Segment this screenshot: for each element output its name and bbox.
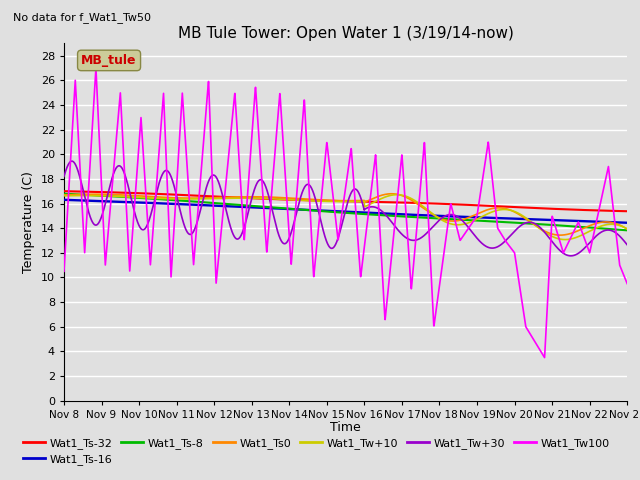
- Text: No data for f_Wat1_Tw50: No data for f_Wat1_Tw50: [13, 12, 151, 23]
- X-axis label: Time: Time: [330, 421, 361, 434]
- Legend: Wat1_Ts-32, Wat1_Ts-16, Wat1_Ts-8, Wat1_Ts0, Wat1_Tw+10, Wat1_Tw+30, Wat1_Tw100: Wat1_Ts-32, Wat1_Ts-16, Wat1_Ts-8, Wat1_…: [19, 433, 614, 469]
- Text: MB_tule: MB_tule: [81, 54, 137, 67]
- Title: MB Tule Tower: Open Water 1 (3/19/14-now): MB Tule Tower: Open Water 1 (3/19/14-now…: [178, 25, 513, 41]
- Y-axis label: Temperature (C): Temperature (C): [22, 171, 35, 273]
